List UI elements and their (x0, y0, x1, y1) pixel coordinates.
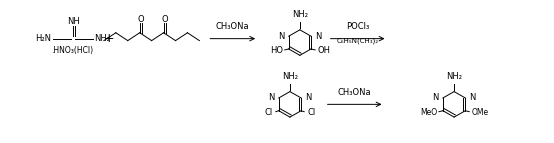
Text: HO: HO (270, 46, 283, 55)
Text: H₂N: H₂N (35, 34, 51, 43)
Text: N: N (315, 32, 321, 41)
Text: OMe: OMe (471, 108, 489, 117)
Text: CH₃ONa: CH₃ONa (216, 22, 249, 31)
Text: NH: NH (66, 16, 79, 25)
Text: N: N (469, 94, 476, 103)
Text: Cl: Cl (264, 108, 273, 117)
Text: +: + (104, 32, 114, 45)
Text: .HNO₃(HCl): .HNO₃(HCl) (51, 46, 93, 55)
Text: Cl: Cl (307, 108, 315, 117)
Text: C₆H₅N(CH₃)₂: C₆H₅N(CH₃)₂ (336, 37, 378, 44)
Text: O: O (161, 15, 168, 24)
Text: O: O (137, 15, 144, 24)
Text: NH₂: NH₂ (292, 10, 308, 19)
Text: N: N (268, 94, 275, 103)
Text: N: N (433, 94, 439, 103)
Text: NH₂: NH₂ (94, 34, 110, 43)
Text: MeO: MeO (420, 108, 437, 117)
Text: CH₃ONa: CH₃ONa (338, 88, 371, 97)
Text: N: N (305, 94, 311, 103)
Text: NH₂: NH₂ (282, 72, 298, 81)
Text: OH: OH (317, 46, 330, 55)
Text: N: N (278, 32, 285, 41)
Text: POCl₃: POCl₃ (346, 22, 369, 31)
Text: NH₂: NH₂ (446, 72, 462, 81)
